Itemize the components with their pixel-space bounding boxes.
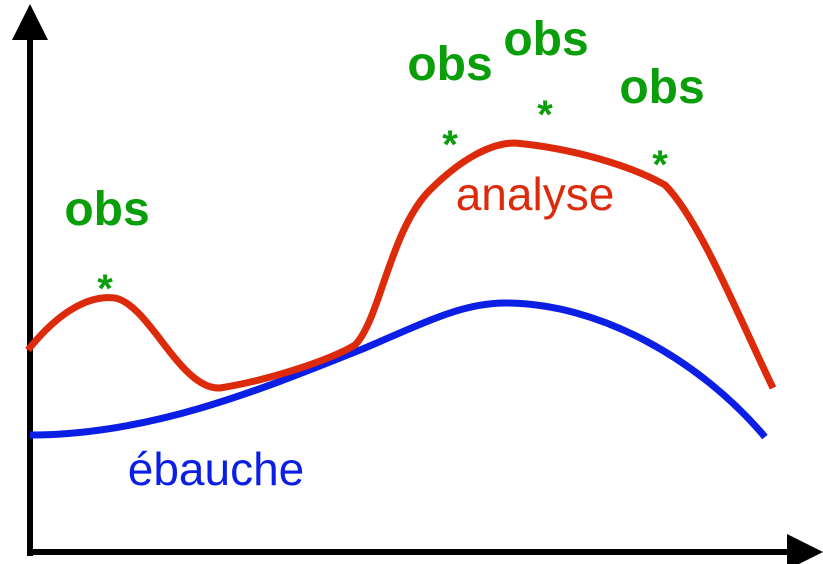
- obs-label: obs: [503, 13, 588, 66]
- obs-label: obs: [407, 38, 492, 91]
- analysis-curve: [25, 139, 777, 392]
- obs-marker: *: [652, 143, 668, 187]
- obs-marker: *: [442, 123, 458, 167]
- background-label: ébauche: [128, 443, 305, 495]
- obs-marker: *: [97, 267, 113, 311]
- obs-marker: *: [537, 93, 553, 137]
- background-curve: [29, 299, 768, 440]
- obs-label: obs: [619, 61, 704, 114]
- obs-label: obs: [64, 183, 149, 236]
- analysis-label: analyse: [456, 168, 615, 220]
